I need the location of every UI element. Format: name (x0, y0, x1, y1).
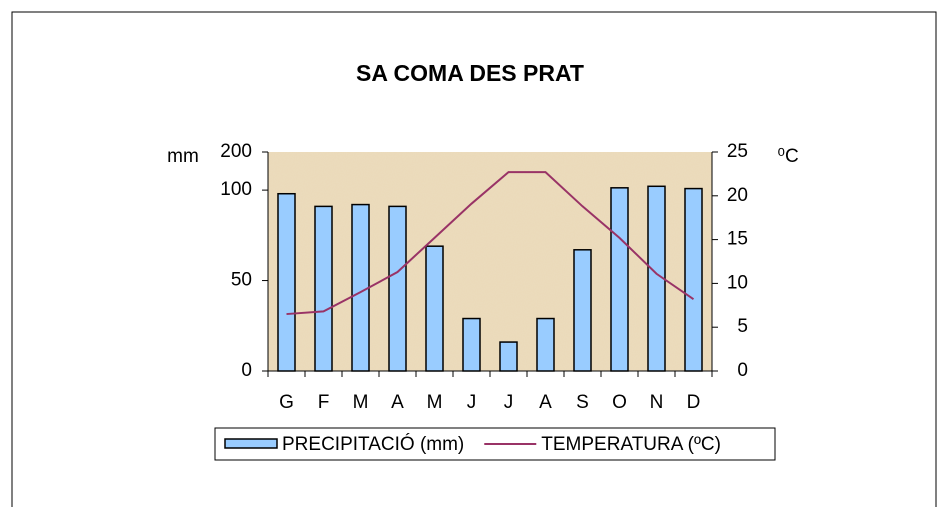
y2-tick-label: 10 (727, 272, 748, 293)
bar (610, 187, 629, 372)
x-tick-label: D (687, 392, 701, 413)
bar (388, 205, 407, 372)
legend-label: PRECIPITACIÓ (mm) (282, 433, 464, 455)
bar (425, 245, 444, 372)
bar (573, 249, 592, 372)
y2-tick-label: 15 (727, 229, 748, 250)
bar (462, 317, 481, 372)
x-tick-label: F (318, 392, 330, 413)
x-tick-label: S (576, 392, 589, 413)
y-tick-label: 0 (241, 360, 252, 381)
y2-axis-label: ⁰C (777, 146, 798, 167)
legend-label: TEMPERATURA (ºC) (541, 434, 721, 455)
x-tick-label: A (391, 392, 404, 413)
x-tick-label: N (650, 392, 664, 413)
plot-texture (268, 152, 712, 371)
y-axis-label: mm (167, 146, 199, 167)
bar (684, 187, 703, 372)
bar (499, 341, 518, 372)
frame (11, 11, 937, 507)
chart-title: SA COMA DES PRAT (356, 60, 584, 86)
y-tick-label: 50 (231, 270, 252, 291)
y-tick-label: 100 (220, 179, 252, 200)
y-tick-label: 200 (220, 141, 252, 162)
x-tick-label: M (353, 392, 369, 413)
legend-swatch (224, 438, 278, 449)
x-tick-label: O (612, 392, 627, 413)
x-tick-label: G (279, 392, 294, 413)
y2-tick-label: 25 (727, 141, 748, 162)
y2-tick-label: 5 (737, 316, 748, 337)
bar (314, 205, 333, 372)
x-tick-label: J (504, 392, 514, 413)
x-tick-label: J (467, 392, 477, 413)
y2-tick-label: 20 (727, 185, 748, 206)
bar (277, 192, 296, 372)
bar (536, 317, 555, 372)
x-tick-label: M (427, 392, 443, 413)
line (286, 171, 695, 316)
y2-tick-label: 0 (737, 360, 748, 381)
x-tick-label: A (539, 392, 552, 413)
